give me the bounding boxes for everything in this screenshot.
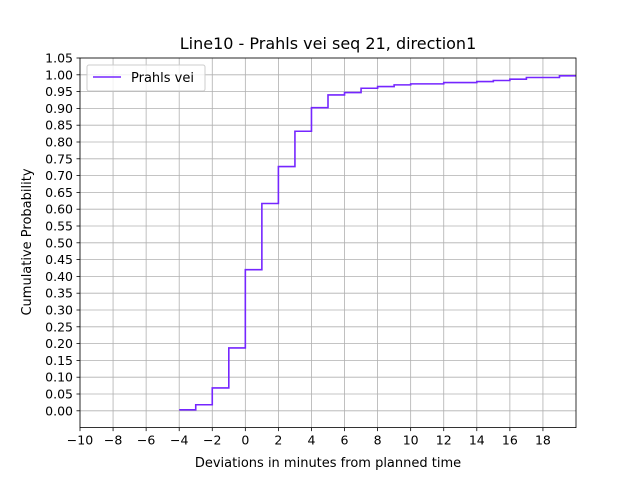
x-tick-label: 0 <box>241 433 249 448</box>
x-tick-label: −4 <box>170 433 188 448</box>
x-tick-label: 12 <box>436 433 452 448</box>
x-axis-label: Deviations in minutes from planned time <box>195 456 461 471</box>
y-tick-label: 0.90 <box>45 101 73 116</box>
grid <box>79 57 576 428</box>
y-tick-label: 0.35 <box>45 286 73 301</box>
legend: Prahls vei <box>86 64 206 92</box>
plot-series <box>179 75 576 411</box>
y-tick-label: 0.15 <box>45 353 73 368</box>
y-tick-label: 0.45 <box>45 252 73 267</box>
x-tick-label: 6 <box>341 433 349 448</box>
y-tick-label: 0.80 <box>45 135 73 150</box>
y-tick-label: 0.70 <box>45 168 73 183</box>
x-axis-ticks: −10 −8 −6 −4 −2 0 2 4 6 8 10 12 14 16 18 <box>67 427 551 448</box>
y-tick-label: 0.25 <box>45 319 73 334</box>
x-tick-label: 8 <box>374 433 382 448</box>
y-tick-label: 0.65 <box>45 185 73 200</box>
x-tick-label: 18 <box>535 433 551 448</box>
x-tick-label: 14 <box>469 433 485 448</box>
series-line <box>179 75 576 411</box>
y-tick-label: 0.85 <box>45 118 73 133</box>
y-tick-label: 0.10 <box>45 370 73 385</box>
y-tick-label: 1.00 <box>45 67 73 82</box>
chart-title: Line10 - Prahls vei seq 21, direction1 <box>180 34 477 53</box>
y-tick-label: 0.95 <box>45 84 73 99</box>
x-tick-label: 16 <box>502 433 518 448</box>
y-tick-label: 0.75 <box>45 151 73 166</box>
x-tick-label: 2 <box>274 433 282 448</box>
legend-label: Prahls vei <box>131 71 194 86</box>
y-tick-label: 0.30 <box>45 303 73 318</box>
x-tick-label: −8 <box>104 433 122 448</box>
x-tick-label: 10 <box>403 433 419 448</box>
y-tick-label: 0.55 <box>45 219 73 234</box>
y-tick-label: 0.00 <box>45 403 73 418</box>
x-tick-label: −10 <box>67 433 93 448</box>
legend-box <box>86 64 206 92</box>
y-tick-label: 1.05 <box>45 51 73 66</box>
x-tick-label: −2 <box>203 433 221 448</box>
y-tick-label: 0.20 <box>45 336 73 351</box>
y-axis-ticks: 0.000.05 0.10 0.15 0.20 0.250.30 0.35 0.40 0.45… <box>45 51 80 418</box>
y-tick-label: 0.40 <box>45 269 73 284</box>
plot-frame <box>79 57 577 429</box>
x-tick-label: 4 <box>307 433 315 448</box>
y-axis-label: Cumulative Probability <box>20 168 35 315</box>
y-tick-label: 0.60 <box>45 202 73 217</box>
y-tick-label: 0.05 <box>45 387 73 402</box>
y-tick-label: 0.50 <box>45 235 73 250</box>
x-tick-label: −6 <box>137 433 155 448</box>
